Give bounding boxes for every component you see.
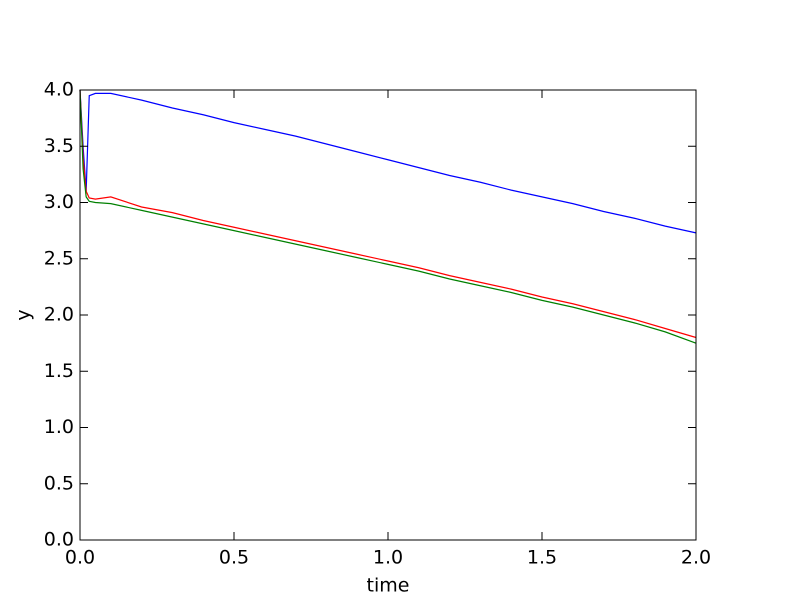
y-tick-label: 3.5: [44, 135, 74, 157]
y-tick-label: 2.0: [44, 304, 74, 326]
x-axis-label: time: [367, 575, 410, 597]
series-line: [79, 89, 697, 234]
x-tick-label: 1.5: [527, 547, 557, 569]
x-tick-label: 1.0: [373, 547, 403, 569]
x-tick-label: 0.5: [219, 547, 249, 569]
y-tick-label: 3.0: [44, 191, 74, 213]
series-line: [79, 89, 697, 344]
y-tick-label: 1.5: [44, 360, 74, 382]
y-axis-label: y: [13, 309, 35, 320]
series-line: [79, 89, 697, 339]
x-tick-label: 2.0: [681, 547, 711, 569]
y-tick-label: 0.5: [44, 472, 74, 494]
plot: [79, 89, 697, 344]
y-tick-label: 2.5: [44, 247, 74, 269]
y-tick-label: 0.0: [44, 529, 74, 551]
x-tick-label: 0.0: [65, 547, 95, 569]
y-tick-label: 4.0: [44, 79, 74, 101]
y-tick-label: 1.0: [44, 416, 74, 438]
